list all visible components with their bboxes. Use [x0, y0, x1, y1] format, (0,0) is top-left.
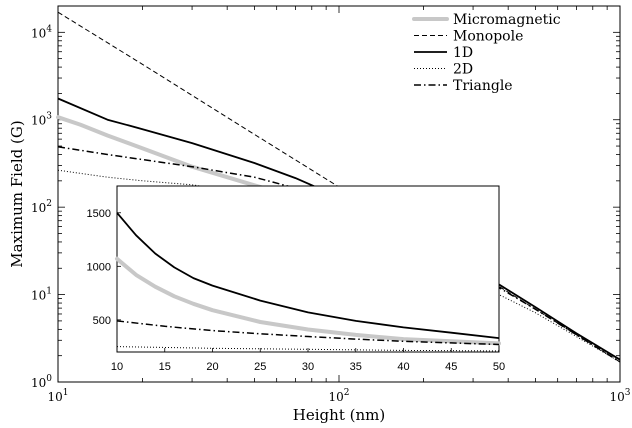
y-tick-label: 102: [31, 199, 52, 215]
inset-x-tick-label: 15: [159, 361, 171, 373]
x-axis-label: Height (nm): [293, 406, 385, 424]
inset-series-group: [115, 212, 501, 352]
x-tick-label: 103: [609, 388, 630, 404]
inset-series-micromagnetic: [115, 256, 501, 346]
legend-label-1d: 1D: [453, 45, 473, 61]
y-tick-label: 103: [31, 112, 52, 128]
inset-y-tick-label: 500: [93, 315, 111, 327]
inset-chart: 10 15 20 25 30 35 40 45 50 500 1000 1500: [87, 185, 506, 373]
y-tick-label: 100: [31, 374, 52, 390]
x-tick-label: 101: [47, 388, 68, 404]
inset-x-tick-label: 10: [111, 361, 123, 373]
inset-x-tick-label: 45: [445, 361, 457, 373]
inset-x-tick-label: 20: [206, 361, 218, 373]
inset-series-1d: [116, 212, 500, 339]
inset-x-tick-label: 40: [397, 361, 409, 373]
y-tick-label: 104: [31, 24, 52, 40]
inset-x-tick-label: 50: [493, 361, 505, 373]
y-tick-label: 101: [31, 287, 52, 303]
inset-plot-area: [116, 185, 500, 353]
inset-x-tick-label: 30: [302, 361, 314, 373]
y-axis-label: Maximum Field (G): [8, 120, 26, 267]
inset-series-2d: [116, 346, 500, 352]
inset-x-tick-label: 25: [254, 361, 266, 373]
inset-series-triangle: [116, 320, 500, 346]
inset-tick-labels: 10 15 20 25 30 35 40 45 50 500 1000 1500: [87, 208, 506, 373]
legend-label-micromagnetic: Micromagnetic: [453, 12, 561, 28]
legend-label-2d: 2D: [453, 62, 473, 78]
legend-label-monopole: Monopole: [453, 29, 523, 45]
legend-label-triangle: Triangle: [453, 78, 513, 94]
x-tick-label: 102: [328, 388, 349, 404]
inset-tick-marks: [116, 212, 500, 352]
inset-y-tick-label: 1500: [87, 208, 111, 220]
inset-x-tick-label: 35: [350, 361, 362, 373]
inset-y-tick-label: 1000: [87, 261, 111, 273]
